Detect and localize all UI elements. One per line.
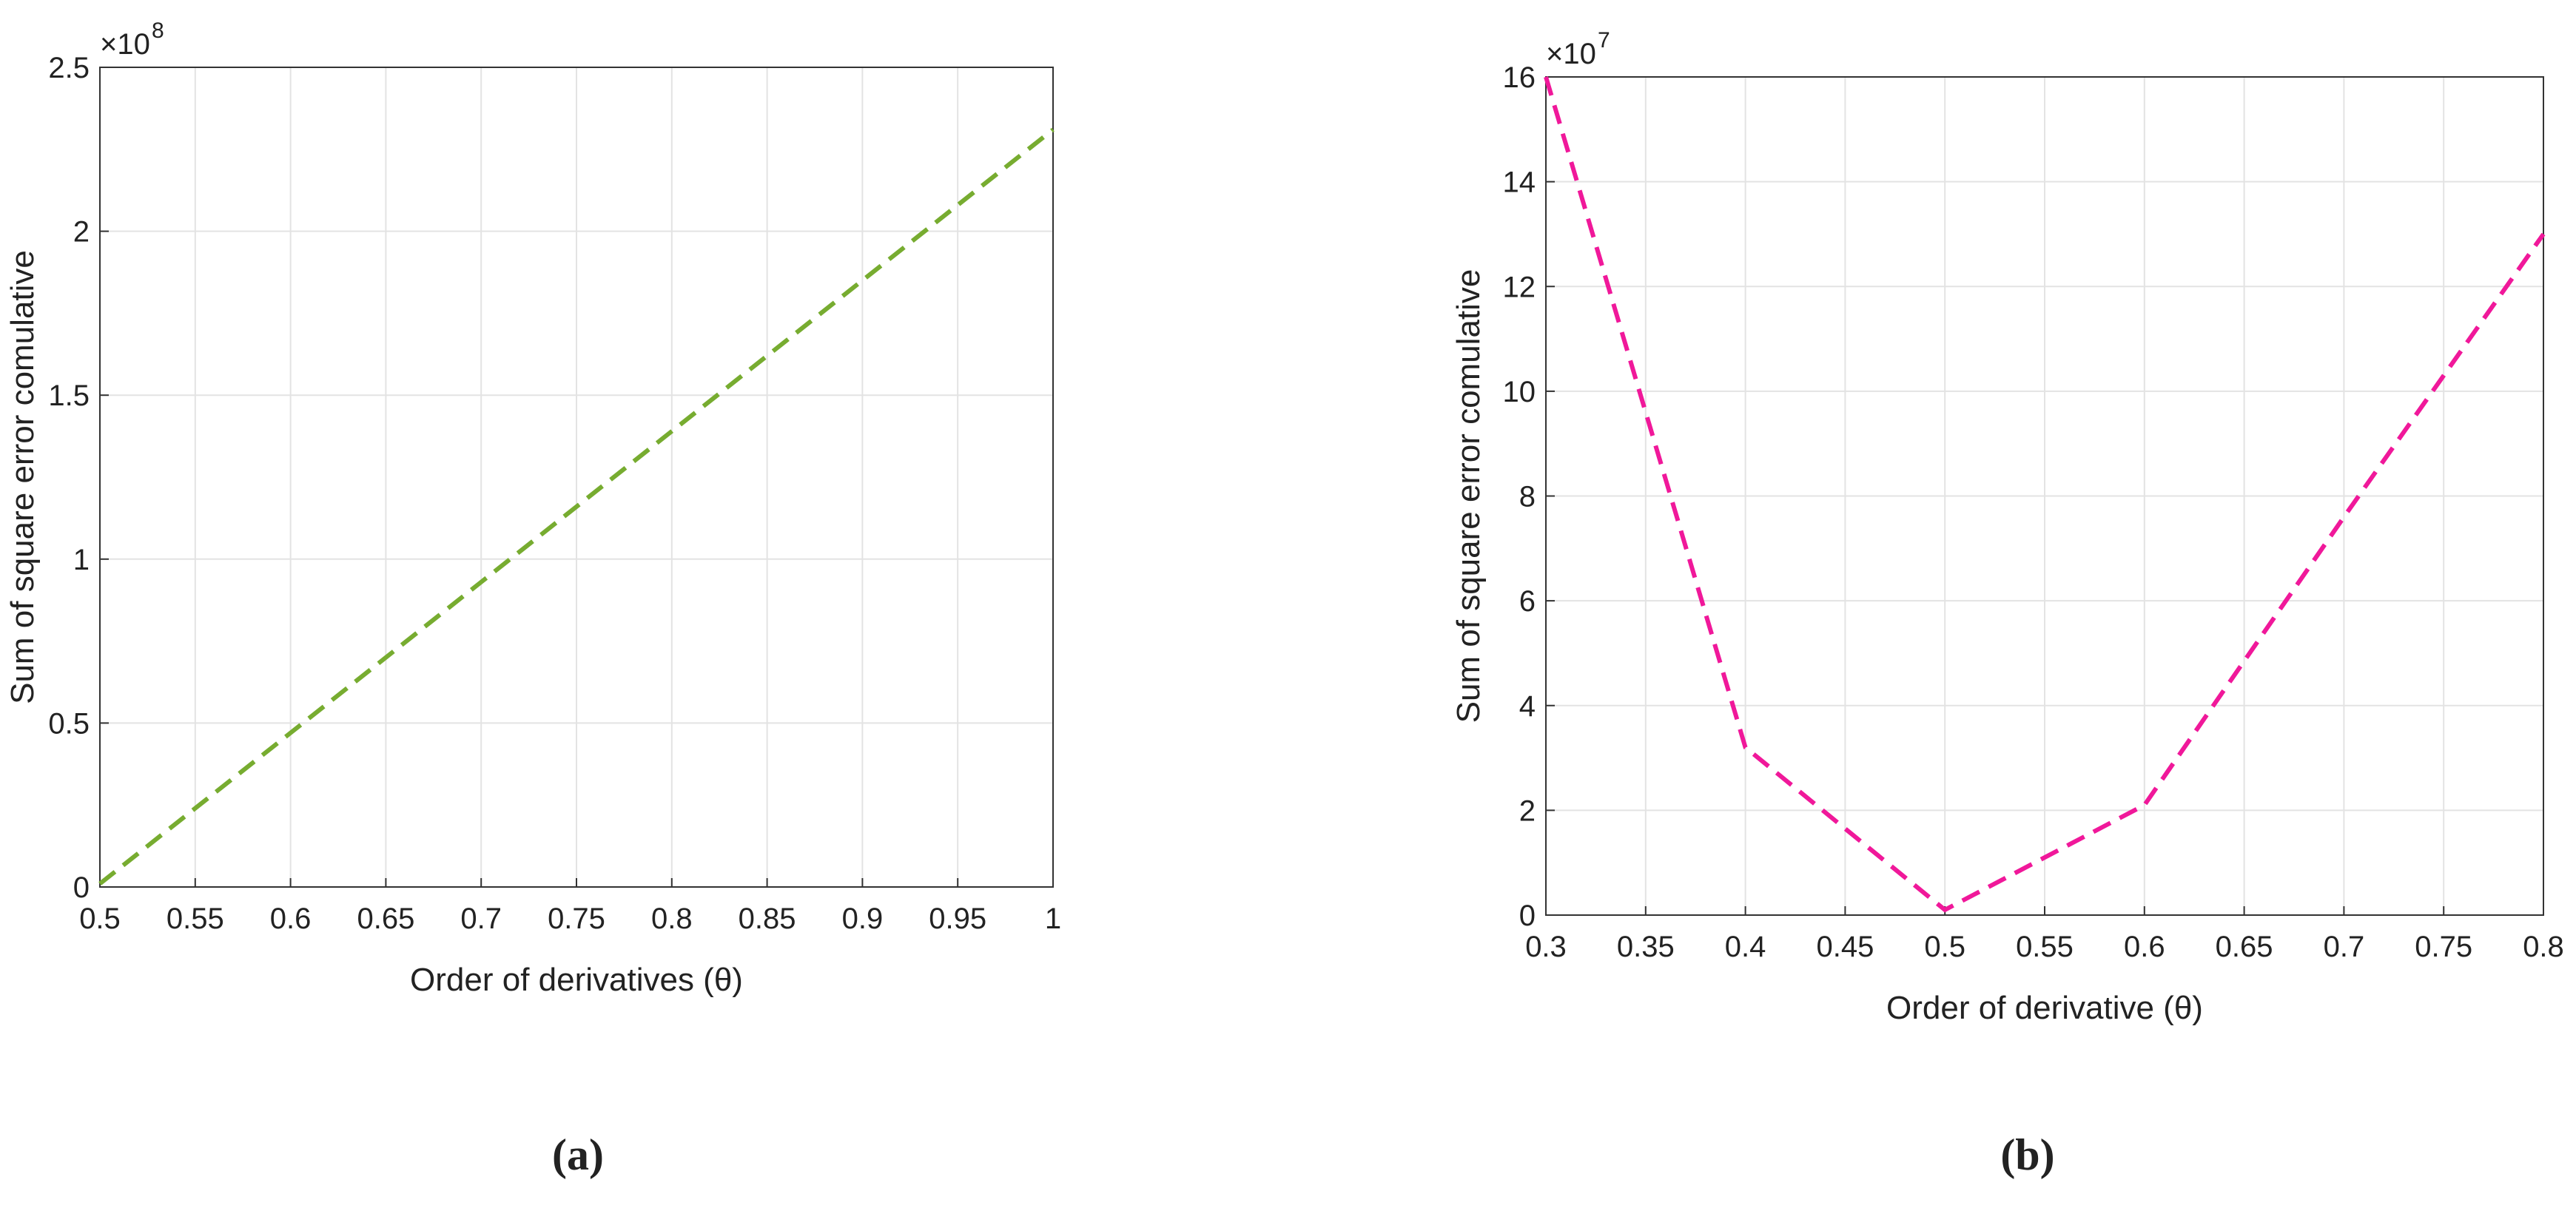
x-tick-label: 0.8 <box>651 903 693 935</box>
y-tick-label: 2 <box>1519 795 1536 827</box>
y-tick-label: 0.5 <box>48 707 90 740</box>
x-tick-label: 0.7 <box>2324 931 2365 963</box>
x-tick-label: 0.45 <box>1816 931 1874 963</box>
x-tick-label: 0.3 <box>1525 931 1567 963</box>
x-tick-label: 0.35 <box>1617 931 1675 963</box>
x-tick-label: 0.7 <box>460 903 502 935</box>
y-tick-label: 8 <box>1519 481 1536 513</box>
caption: (a) <box>552 1130 604 1179</box>
x-tick-label: 0.5 <box>79 903 121 935</box>
x-tick-label: 0.4 <box>1725 931 1766 963</box>
y-multiplier: ×10 <box>1546 38 1596 70</box>
x-tick-label: 0.8 <box>2523 931 2564 963</box>
y-tick-label: 14 <box>1503 166 1536 199</box>
y-tick-label: 0 <box>1519 900 1536 932</box>
x-tick-label: 0.6 <box>270 903 312 935</box>
y-axis-title: Sum of square error comulative <box>4 250 41 704</box>
x-tick-label: 0.85 <box>739 903 796 935</box>
y-axis-title: Sum of square error comulative <box>1450 269 1487 723</box>
axes-box <box>1545 76 2544 916</box>
x-tick-label: 0.55 <box>167 903 224 935</box>
x-tick-label: 1 <box>1045 903 1061 935</box>
y-tick-label: 2 <box>73 216 90 249</box>
y-tick-label: 16 <box>1503 61 1536 94</box>
x-tick-label: 0.75 <box>548 903 605 935</box>
y-multiplier: ×10 <box>100 28 150 61</box>
y-multiplier-exponent: 7 <box>1598 28 1610 53</box>
caption: (b) <box>2000 1130 2054 1179</box>
data-line <box>1544 76 2546 913</box>
y-tick-label: 1.5 <box>48 380 90 412</box>
y-tick-label: 10 <box>1503 376 1536 408</box>
axes-box <box>99 67 1054 888</box>
x-tick-label: 0.65 <box>357 903 414 935</box>
x-tick-label: 0.65 <box>2216 931 2273 963</box>
y-tick-label: 12 <box>1503 271 1536 303</box>
x-tick-label: 0.75 <box>2415 931 2472 963</box>
y-tick-label: 0 <box>73 871 90 904</box>
y-tick-label: 6 <box>1519 585 1536 618</box>
x-axis-title: Order of derivative (θ) <box>1886 990 2203 1026</box>
data-line <box>98 127 1055 886</box>
x-tick-label: 0.6 <box>2124 931 2165 963</box>
x-tick-label: 0.9 <box>842 903 884 935</box>
x-axis-title: Order of derivatives (θ) <box>410 962 743 998</box>
x-tick-label: 0.5 <box>1924 931 1965 963</box>
y-tick-label: 1 <box>73 544 90 576</box>
y-tick-label: 2.5 <box>48 52 90 84</box>
x-tick-label: 0.55 <box>2016 931 2074 963</box>
y-multiplier-exponent: 8 <box>152 18 164 43</box>
x-tick-label: 0.95 <box>929 903 986 935</box>
y-tick-label: 4 <box>1519 690 1536 723</box>
